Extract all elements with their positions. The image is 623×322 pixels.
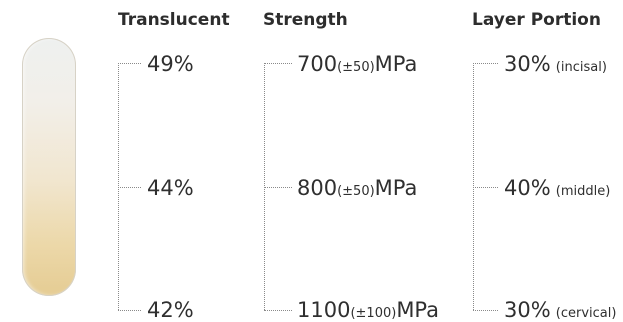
strength-tolerance-2: (±50) <box>337 184 375 199</box>
translucent-bracket-line <box>118 63 119 310</box>
layer-tick-3 <box>473 310 498 311</box>
strength-tick-1 <box>264 63 292 64</box>
header-strength: Strength <box>263 10 348 30</box>
strength-value-2: 800 <box>297 176 338 200</box>
strength-row-1: 700(±50)MPa <box>297 54 417 75</box>
strength-unit-3: MPa <box>396 298 440 322</box>
header-translucent: Translucent <box>118 10 230 30</box>
strength-row-3: 1100(±100)MPa <box>297 300 439 321</box>
strength-tolerance-3: (±100) <box>350 306 397 321</box>
translucent-tick-1 <box>118 63 141 64</box>
translucent-value-3: 42% <box>147 298 194 322</box>
strength-tick-2 <box>264 187 292 188</box>
layer-row-2: 40% (middle) <box>504 178 610 199</box>
header-layer-portion: Layer Portion <box>472 10 601 30</box>
layer-value-2: 40% <box>504 176 551 200</box>
layer-tick-2 <box>473 187 498 188</box>
strength-value-1: 700 <box>297 52 338 76</box>
layer-note-2: (middle) <box>555 184 611 199</box>
strength-tolerance-1: (±50) <box>337 60 375 75</box>
layer-note-3: (cervical) <box>555 306 617 321</box>
layer-bracket-line <box>473 63 474 310</box>
layer-value-1: 30% <box>504 52 551 76</box>
strength-bracket-line <box>264 63 265 310</box>
layer-row-1: 30% (incisal) <box>504 54 607 75</box>
layer-row-3: 30% (cervical) <box>504 300 616 321</box>
layer-tick-1 <box>473 63 498 64</box>
strength-tick-3 <box>264 310 292 311</box>
strength-unit-2: MPa <box>374 176 418 200</box>
translucent-tick-2 <box>118 187 141 188</box>
strength-row-2: 800(±50)MPa <box>297 178 417 199</box>
translucent-value-2: 44% <box>147 176 194 200</box>
strength-unit-1: MPa <box>374 52 418 76</box>
strength-value-3: 1100 <box>297 298 351 322</box>
translucent-value-1: 49% <box>147 52 194 76</box>
translucent-tick-3 <box>118 310 141 311</box>
gradient-block-bar <box>22 38 76 296</box>
layer-note-1: (incisal) <box>555 60 607 75</box>
layer-value-3: 30% <box>504 298 551 322</box>
